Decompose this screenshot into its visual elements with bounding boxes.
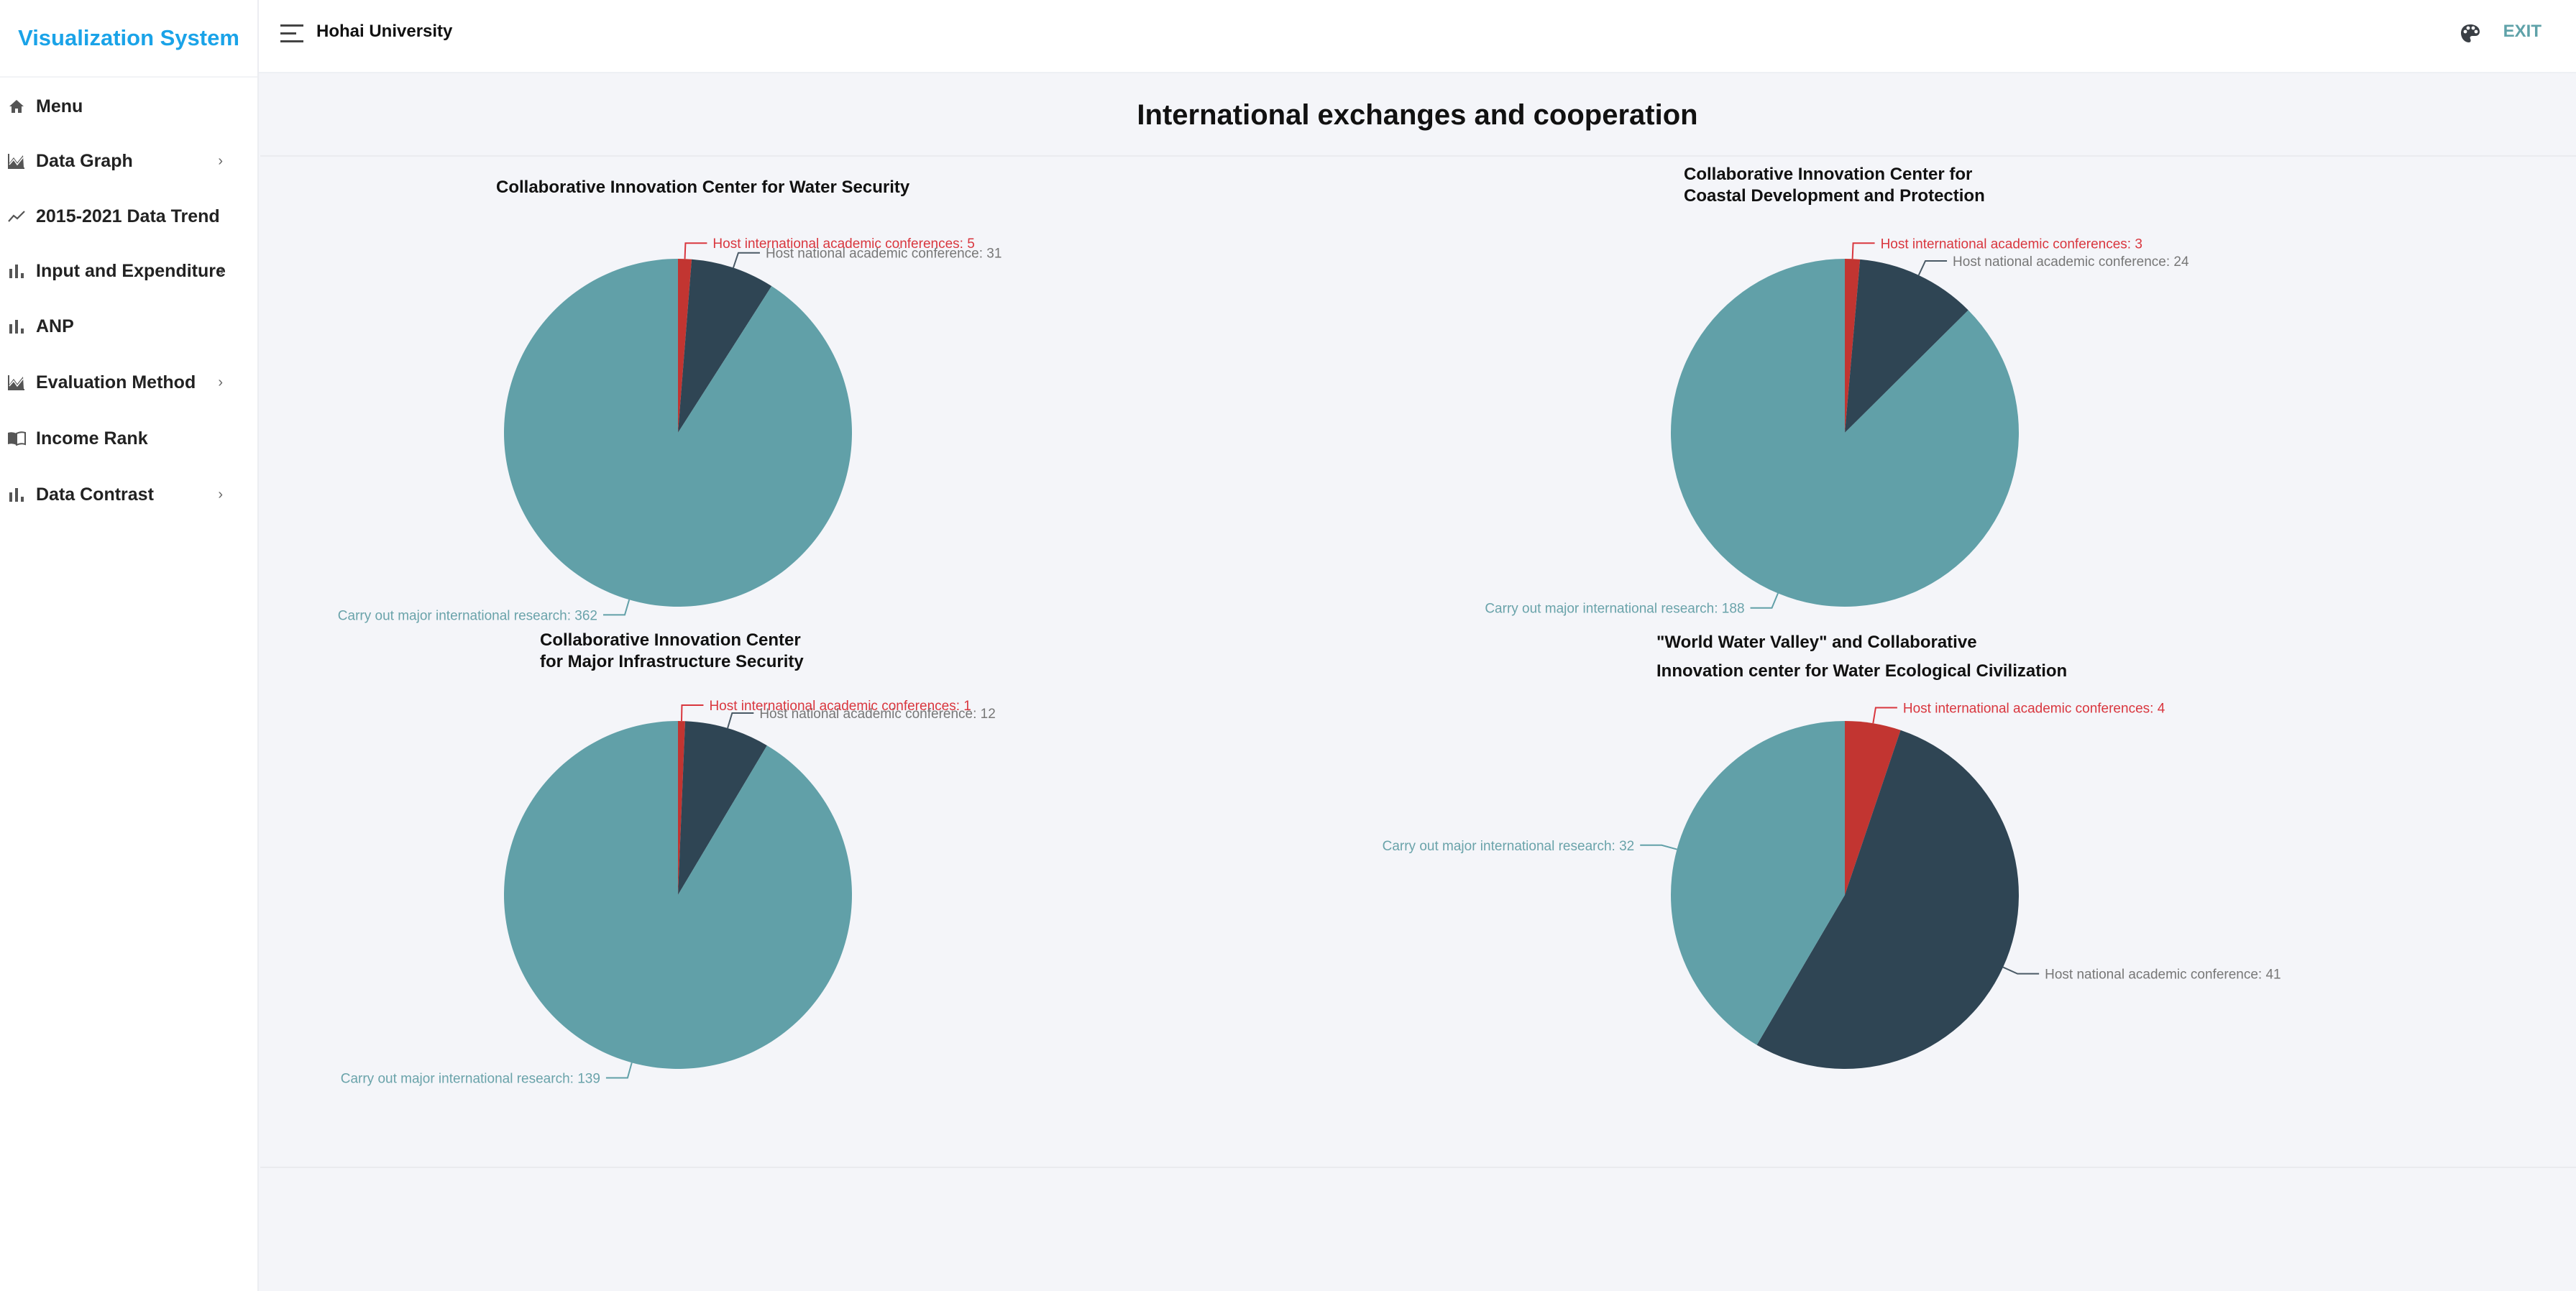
label-leader-line [684,242,707,259]
label-leader-line [1851,242,1875,259]
label-leader-line [681,704,704,722]
label-leader-line [1750,593,1779,609]
slice-label: Carry out major international research: … [1485,602,1744,617]
sidebar-item-label: Input and Expenditure [36,260,226,281]
slice-label: Host international academic conferences:… [709,699,971,714]
chart-title-line: Collaborative Innovation Center [540,630,801,650]
sidebar-item-label: Income Rank [36,428,148,449]
chevron-right-icon: › [219,262,224,279]
pie-slice[interactable] [678,259,772,433]
menu-toggle-icon[interactable] [280,24,303,43]
label-leader-line [2002,966,2040,975]
exit-button[interactable]: EXIT [2503,22,2541,41]
pie-slice[interactable] [1845,259,1968,433]
slice-label: Carry out major international research: … [341,1072,600,1087]
sidebar-item-label: ANP [36,316,74,336]
sidebar-item-label: 2015-2021 Data Trend [36,206,220,226]
slice-label: Host national academic conference: 31 [766,247,1001,262]
pie-slice[interactable] [1671,259,2020,607]
pie-slice[interactable] [678,721,767,895]
pie-slice[interactable] [1845,721,1901,895]
brand-title: Visualization System [0,0,257,78]
book-icon [7,429,26,448]
sidebar-item-income-rank[interactable]: Income Rank [0,417,257,460]
label-leader-line [1872,707,1897,724]
pie-chart[interactable]: Host international academic conferences:… [338,236,1002,623]
label-leader-line [1917,259,1948,276]
sidebar-item-label: Evaluation Method [36,372,196,392]
area-chart-icon [7,373,26,392]
slice-label: Host national academic conference: 41 [2045,968,2281,983]
pie-slice[interactable] [678,259,692,433]
pie-chart[interactable]: Host international academic conferences:… [1383,702,2281,1069]
chart-title: Collaborative Innovation Center for Major… [540,630,804,673]
chart-title: "World Water Valley" and Collaborative In… [1656,628,2067,686]
slice-label: Host international academic conferences:… [712,236,974,252]
divider [260,155,2576,157]
label-leader-line [1640,844,1677,850]
pie-slice[interactable] [504,259,853,607]
slice-label: Host international academic conferences:… [1881,236,2142,252]
sidebar-item-label: Menu [36,96,83,116]
pie-chart[interactable]: Host international academic conferences:… [341,699,996,1086]
home-icon [7,97,26,116]
label-leader-line [733,252,760,268]
page-title: International exchanges and cooperation [1137,99,1698,131]
chart-title: Collaborative Innovation Center for Wate… [496,177,909,198]
bar-chart-icon [7,485,26,504]
chart-title-line: Collaborative Innovation Center for [1684,165,1973,184]
chevron-right-icon: › [218,374,223,390]
slice-label: Host national academic conference: 12 [759,707,995,722]
divider [260,1167,2576,1168]
sidebar-item-menu[interactable]: Menu [0,85,257,128]
sidebar-item-data-graph[interactable]: Data Graph › [0,139,257,183]
line-chart-icon [7,207,26,226]
chart-title-line: for Major Infrastructure Security [540,652,804,671]
pie-slice[interactable] [1756,730,2019,1069]
pie-slice[interactable] [1845,259,1861,433]
area-chart-icon [7,152,26,170]
palette-icon[interactable] [2460,23,2483,46]
label-leader-line [602,599,631,616]
sidebar-item-evaluation-method[interactable]: Evaluation Method › [0,361,257,404]
pie-slice[interactable] [504,721,852,1070]
sidebar-item-label: Data Graph [36,150,133,171]
slice-label: Carry out major international research: … [1383,839,1635,854]
sidebar-item-data-trend[interactable]: 2015-2021 Data Trend [0,195,257,238]
label-leader-line [605,1062,633,1079]
chevron-right-icon: › [218,486,223,502]
chevron-right-icon: › [218,152,223,169]
sidebar-item-input-expenditure[interactable]: Input and Expenditure › [0,249,257,293]
bar-chart-icon [7,262,26,280]
top-header: Hohai University EXIT [259,0,2576,73]
sidebar-item-label: Data Contrast [36,484,154,505]
label-leader-line [727,712,754,729]
chart-title-line: Innovation center for Water Ecological C… [1656,661,2068,681]
bar-chart-icon [7,317,26,336]
sidebar: Visualization System Menu Data Graph › 2… [0,0,259,1291]
sidebar-item-anp[interactable]: ANP [0,305,257,348]
pie-slice[interactable] [1671,721,1845,1045]
chart-title-line: "World Water Valley" and Collaborative [1656,633,1977,652]
sidebar-item-data-contrast[interactable]: Data Contrast › [0,473,257,516]
pie-chart[interactable]: Host international academic conferences:… [1485,236,2189,616]
slice-label: Carry out major international research: … [338,608,597,623]
slice-label: Host national academic conference: 24 [1953,254,2189,270]
chart-title: Collaborative Innovation Center for Coast… [1684,164,1985,207]
chart-title-line: Collaborative Innovation Center for Wate… [496,178,910,197]
pie-slice[interactable] [678,721,686,895]
header-title: Hohai University [316,22,453,41]
chart-title-line: Coastal Development and Protection [1684,186,1985,206]
slice-label: Host international academic conferences:… [1903,702,2165,717]
